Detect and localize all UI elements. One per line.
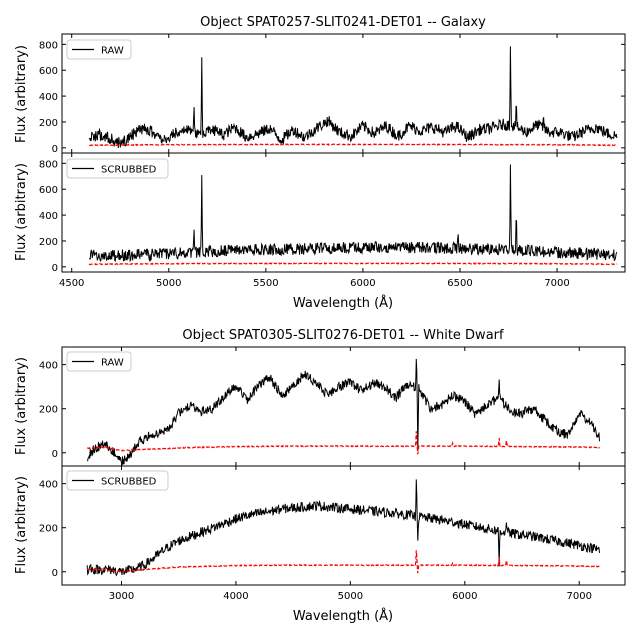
series-line-raw: [86, 358, 600, 466]
chart-galaxy: Object SPAT0257-SLIT0241-DET01 -- Galaxy…: [14, 15, 626, 311]
y-tick-label: 200: [39, 405, 58, 416]
legend: SCRUBBED: [66, 470, 169, 491]
legend-label: SCRUBBED: [101, 477, 157, 488]
x-tick-label: 4500: [59, 278, 84, 289]
y-tick-label: 200: [39, 524, 58, 535]
series-line-sky-model: [89, 143, 618, 147]
legend: RAW: [66, 351, 132, 372]
axis-ticks: 0 200 400: [39, 347, 625, 466]
y-tick-label: 600: [39, 185, 58, 196]
legend-box: [66, 351, 132, 372]
series-line-raw: [88, 46, 618, 149]
x-tick-label: 5500: [253, 278, 278, 289]
series-line-sky-model: [88, 262, 618, 266]
series-line-scrubbed: [88, 164, 618, 263]
x-tick-label: 7000: [544, 278, 569, 289]
axis-ticks: 0 200 400 600 800 4500 5000 5500 6000 6500 7000: [39, 153, 625, 289]
x-tick-label: 5000: [338, 591, 363, 602]
plot-area: [88, 46, 618, 149]
y-tick-label: 400: [39, 211, 58, 222]
y-tick-label: 0: [52, 449, 58, 460]
y-axis-label: Flux (arbitrary): [14, 45, 29, 143]
y-tick-label: 600: [39, 66, 58, 77]
x-axis-label: Wavelength (Å): [293, 295, 393, 311]
y-tick-label: 400: [39, 361, 58, 372]
x-tick-label: 5000: [156, 278, 181, 289]
chart-title: Object SPAT0305-SLIT0276-DET01 -- White …: [182, 328, 504, 343]
axis-ticks: 0 200 400 600 800: [39, 34, 625, 155]
plot-area: [88, 164, 618, 266]
panel-galaxy-scrubbed: Flux (arbitrary) 0 200 400 600 800 4500 5000 55…: [14, 152, 626, 289]
chart-white-dwarf: Object SPAT0305-SLIT0276-DET01 -- White …: [14, 328, 626, 624]
x-tick-label: 7000: [567, 591, 592, 602]
x-tick-label: 6000: [452, 591, 477, 602]
series-line-sky-model: [87, 431, 600, 455]
x-tick-label: 4000: [223, 591, 248, 602]
legend-box: [66, 158, 169, 179]
plot-series-group: [88, 164, 618, 266]
series-line-sky-model: [86, 550, 600, 574]
y-tick-label: 0: [52, 144, 58, 155]
y-tick-label: 400: [39, 480, 58, 491]
legend-box: [66, 470, 169, 491]
y-tick-label: 800: [39, 40, 58, 51]
y-tick-label: 0: [52, 263, 58, 274]
legend-label: SCRUBBED: [101, 165, 157, 176]
legend: RAW: [66, 39, 132, 60]
y-axis-label: Flux (arbitrary): [14, 163, 29, 261]
panel-whitedwarf-scrubbed: Flux (arbitrary) 0 200 400 3000 4000 5000 6000…: [14, 465, 626, 602]
panel-whitedwarf-raw: Flux (arbitrary) 0 200 400 RAW: [14, 346, 626, 467]
plot-series-group: [86, 479, 600, 577]
legend-box: [66, 39, 132, 60]
x-tick-label: 6000: [350, 278, 375, 289]
legend-label: RAW: [101, 358, 124, 369]
plot-frame: [61, 152, 626, 273]
y-tick-label: 400: [39, 92, 58, 103]
x-tick-label: 3000: [109, 591, 134, 602]
plot-series-group: [86, 358, 600, 466]
plot-area: [86, 479, 600, 577]
x-axis-label: Wavelength (Å): [293, 608, 393, 624]
y-tick-label: 200: [39, 237, 58, 248]
chart-title: Object SPAT0257-SLIT0241-DET01 -- Galaxy: [200, 15, 486, 30]
plot-series-group: [88, 46, 618, 149]
plot-frame: [61, 465, 626, 586]
axis-ticks: 0 200 400 3000 4000 5000 6000 7000: [39, 466, 625, 602]
y-tick-label: 200: [39, 118, 58, 129]
y-tick-label: 800: [39, 159, 58, 170]
legend-label: RAW: [101, 46, 124, 57]
y-tick-label: 0: [52, 568, 58, 579]
x-tick-label: 6500: [447, 278, 472, 289]
legend: SCRUBBED: [66, 158, 169, 179]
series-line-scrubbed: [86, 479, 600, 577]
y-axis-label: Flux (arbitrary): [14, 357, 29, 455]
plot-area: [86, 358, 600, 466]
y-axis-label: Flux (arbitrary): [14, 476, 29, 574]
